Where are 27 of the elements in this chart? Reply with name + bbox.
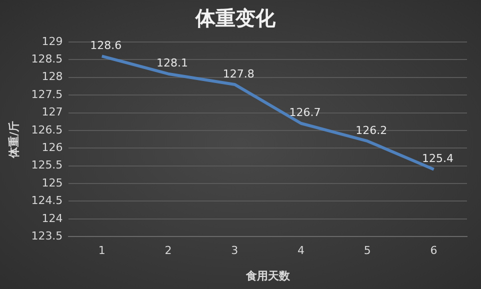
y-tick-label: 126 [42,141,63,154]
y-tick-label: 123.5 [31,229,63,242]
data-label: 127.8 [222,67,254,80]
x-tick-label: 5 [364,244,371,258]
y-tick-label: 127 [42,106,63,119]
x-tick-label: 6 [430,244,438,258]
x-tick-label: 3 [231,244,238,258]
y-tick-label: 125 [42,176,63,190]
y-tick-label: 124 [42,212,63,225]
y-tick-label: 128 [42,70,63,84]
y-tick-label: 127.5 [31,88,63,101]
data-label: 128.1 [156,56,188,70]
y-tick-label: 126.5 [31,123,63,136]
x-axis-title: 食用天数 [244,269,291,282]
data-label: 126.2 [356,124,388,137]
x-tick-label: 2 [164,244,172,258]
chart-title: 体重变化 [194,6,276,30]
x-tick-label: 4 [298,244,305,258]
data-label: 126.7 [289,106,321,120]
y-tick-label: 125.5 [31,158,63,172]
y-tick-label: 129 [42,34,63,48]
y-tick-label: 128.5 [31,52,63,66]
y-axis-title: 体重/斤 [7,120,20,159]
y-tick-label: 124.5 [31,194,63,208]
data-label: 128.6 [90,39,122,52]
data-label: 125.4 [422,152,454,166]
x-tick-label: 1 [98,244,106,258]
